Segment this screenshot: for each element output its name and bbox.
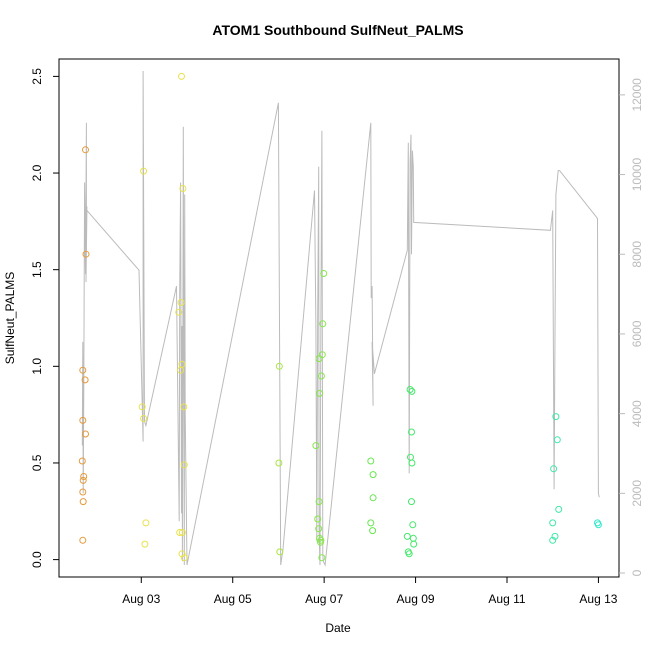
data-point	[594, 521, 602, 529]
data-point	[176, 529, 184, 536]
y-axis-title: SulfNeut_PALMS	[3, 272, 17, 365]
x-tick-label: Aug 07	[305, 592, 343, 606]
data-point	[367, 457, 375, 465]
gray-line-series	[81, 70, 600, 567]
data-point	[275, 459, 283, 467]
data-point	[79, 366, 87, 374]
data-point	[405, 550, 413, 558]
data-point	[408, 428, 415, 436]
data-point	[318, 554, 326, 562]
data-point	[82, 430, 89, 438]
data-point	[553, 436, 561, 444]
data-point	[79, 488, 87, 496]
data-point	[410, 540, 418, 548]
data-point	[316, 389, 324, 397]
y2-tick-label: 0	[630, 569, 644, 576]
y-tick-label: 0.5	[30, 454, 44, 471]
data-point	[141, 540, 149, 548]
data-point	[318, 351, 326, 359]
x-tick-label: Aug 13	[579, 592, 617, 606]
data-point	[180, 403, 188, 411]
data-point	[555, 505, 563, 513]
data-point	[82, 146, 89, 154]
data-point	[317, 372, 325, 380]
data-point	[551, 532, 559, 540]
y-tick-label: 2.0	[30, 164, 44, 181]
y2-tick-label: 4000	[630, 400, 644, 427]
data-point	[180, 554, 188, 562]
data-point	[367, 519, 375, 527]
data-point	[79, 536, 87, 544]
scatter-points	[78, 72, 602, 562]
data-point	[409, 521, 417, 529]
data-point	[275, 362, 283, 370]
axes: Aug 03 Aug 05 Aug 07 Aug 09 Aug 11 Aug 13 0.0 0…	[30, 68, 644, 606]
data-point	[178, 72, 185, 80]
data-point	[177, 299, 185, 306]
data-point	[138, 403, 146, 411]
data-point	[179, 185, 187, 192]
data-point	[79, 476, 87, 484]
data-point	[320, 270, 328, 277]
data-point	[549, 519, 557, 527]
data-point	[408, 459, 416, 467]
data-point	[79, 498, 87, 506]
y2-tick-label: 10000	[630, 158, 644, 192]
data-point	[79, 416, 87, 424]
y-tick-label: 1.5	[30, 261, 44, 278]
plot-frame	[58, 58, 620, 578]
x-tick-label: Aug 09	[397, 592, 435, 606]
y2-tick-label: 12000	[630, 78, 644, 112]
y-tick-label: 1.0	[30, 358, 44, 375]
data-point	[178, 360, 186, 368]
y2-tick-label: 8000	[630, 241, 644, 268]
data-point	[80, 473, 88, 480]
data-point	[369, 471, 377, 479]
data-point	[140, 167, 148, 175]
data-point	[180, 461, 188, 469]
data-point	[78, 457, 86, 465]
data-point	[549, 536, 557, 544]
data-point	[315, 498, 323, 506]
data-point	[82, 250, 90, 258]
data-point	[408, 387, 416, 395]
data-point	[316, 534, 324, 542]
x-tick-label: Aug 05	[214, 592, 252, 606]
data-point	[314, 515, 322, 523]
data-point	[175, 308, 183, 316]
data-point	[369, 494, 377, 502]
series-line	[81, 70, 600, 567]
y-tick-label: 2.5	[30, 68, 44, 85]
data-point	[178, 550, 186, 558]
data-point	[406, 386, 414, 393]
data-point	[140, 415, 148, 422]
x-tick-label: Aug 11	[488, 592, 525, 606]
data-point	[369, 527, 377, 535]
y2-tick-label: 2000	[630, 480, 644, 507]
y-tick-label: 0.0	[30, 551, 44, 568]
chart-title: ATOM1 Southbound SulfNeut_PALMS	[212, 22, 463, 38]
data-point	[312, 442, 320, 450]
data-point	[403, 532, 411, 540]
data-point	[276, 548, 284, 556]
data-point	[178, 529, 186, 536]
data-point	[315, 525, 323, 533]
data-point	[552, 413, 560, 421]
data-point	[408, 498, 415, 506]
data-point	[550, 465, 558, 473]
x-axis-title: Date	[325, 621, 351, 635]
data-point	[142, 519, 150, 527]
x-tick-label: Aug 03	[122, 592, 160, 606]
y2-tick-label: 6000	[630, 320, 644, 347]
data-point	[319, 320, 327, 328]
data-point	[317, 536, 325, 544]
data-point	[81, 376, 89, 384]
